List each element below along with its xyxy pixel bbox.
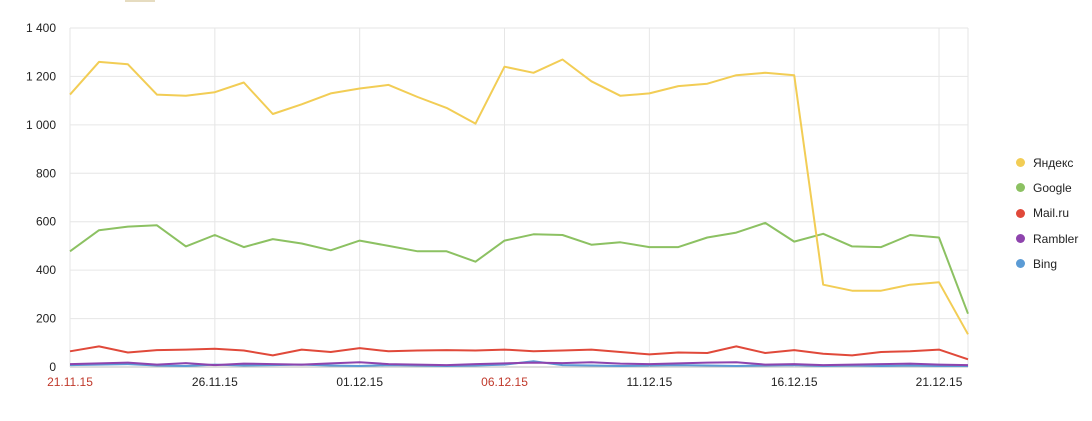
y-tick-label: 1 400: [26, 21, 56, 35]
y-tick-label: 0: [49, 360, 56, 374]
legend-marker-icon: [1016, 158, 1025, 168]
y-tick-label: 800: [36, 166, 56, 180]
x-tick-label: 06.12.15: [481, 375, 528, 389]
legend-stub-mark: [125, 0, 155, 2]
series-line-google: [69, 221, 969, 315]
y-tick-label: 1 000: [26, 118, 56, 132]
series-line-яндекс: [69, 58, 969, 335]
legend-marker-icon: [1016, 234, 1025, 244]
legend-item[interactable]: Яндекс: [1016, 150, 1078, 175]
y-tick-label: 1 200: [26, 69, 56, 83]
series-lines: [69, 58, 969, 367]
x-axis-ticks: 21.11.15 26.11.15 01.12.15 06.12.15 11.12.15…: [47, 375, 963, 389]
x-tick-label: 11.12.15: [626, 375, 672, 389]
legend: Яндекс Google Mail.ru Rambler Bing: [1016, 150, 1078, 276]
series-line-rambler: [69, 361, 969, 367]
legend-label: Google: [1033, 180, 1072, 195]
legend-item[interactable]: Mail.ru: [1016, 201, 1078, 226]
legend-label: Mail.ru: [1033, 206, 1070, 221]
x-tick-label: 01.12.15: [336, 375, 383, 389]
series-line-mail-ru: [69, 345, 969, 361]
y-tick-label: 600: [36, 215, 56, 229]
y-axis-ticks: 0 200 400 600 800 1 000 1 200 1 400: [26, 21, 56, 374]
y-tick-label: 400: [36, 263, 56, 277]
x-tick-label: 21.11.15: [47, 375, 93, 389]
legend-item[interactable]: Google: [1016, 175, 1078, 200]
legend-label: Яндекс: [1033, 155, 1074, 170]
x-tick-label: 16.12.15: [771, 375, 818, 389]
legend-marker-icon: [1016, 208, 1025, 218]
legend-label: Bing: [1033, 256, 1058, 271]
legend-item[interactable]: Rambler: [1016, 226, 1078, 251]
legend-marker-icon: [1016, 183, 1025, 193]
y-tick-label: 200: [36, 312, 56, 326]
legend-item[interactable]: Bing: [1016, 251, 1078, 276]
legend-label: Rambler: [1033, 231, 1079, 246]
x-tick-label: 26.11.15: [192, 375, 238, 389]
x-tick-label: 21.12.15: [916, 375, 963, 389]
legend-marker-icon: [1016, 259, 1025, 269]
grid: [69, 27, 969, 368]
